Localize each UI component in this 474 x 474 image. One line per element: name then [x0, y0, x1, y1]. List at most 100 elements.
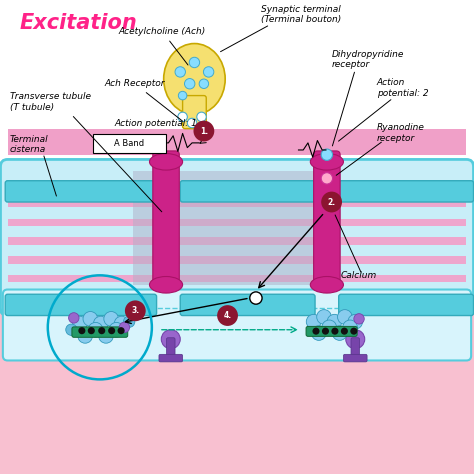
Text: 1.: 1. — [200, 127, 208, 136]
Circle shape — [354, 314, 364, 324]
FancyBboxPatch shape — [344, 355, 367, 362]
Circle shape — [123, 316, 135, 328]
Circle shape — [78, 327, 85, 334]
FancyBboxPatch shape — [339, 181, 474, 202]
Circle shape — [175, 67, 185, 77]
Circle shape — [331, 328, 338, 335]
Circle shape — [321, 191, 342, 212]
FancyBboxPatch shape — [153, 151, 179, 289]
FancyBboxPatch shape — [133, 171, 341, 285]
Text: Action
potential: 2: Action potential: 2 — [376, 78, 428, 98]
Circle shape — [327, 314, 342, 329]
Circle shape — [83, 311, 98, 326]
Circle shape — [88, 327, 95, 334]
FancyBboxPatch shape — [351, 338, 359, 359]
FancyBboxPatch shape — [8, 237, 466, 245]
Text: 3.: 3. — [131, 306, 139, 315]
Circle shape — [99, 328, 113, 343]
FancyBboxPatch shape — [72, 327, 128, 337]
Text: Calcium: Calcium — [341, 271, 377, 280]
FancyBboxPatch shape — [0, 159, 474, 316]
Circle shape — [250, 292, 262, 304]
Circle shape — [125, 301, 146, 321]
Text: Synaptic terminal
(Terminal bouton): Synaptic terminal (Terminal bouton) — [261, 5, 341, 24]
FancyBboxPatch shape — [8, 256, 466, 264]
Circle shape — [118, 327, 125, 334]
FancyBboxPatch shape — [8, 275, 466, 283]
Circle shape — [119, 322, 129, 333]
Circle shape — [184, 79, 195, 89]
Circle shape — [78, 328, 92, 343]
Text: Ryanodine
receptor: Ryanodine receptor — [376, 123, 424, 143]
Ellipse shape — [149, 154, 182, 170]
Circle shape — [341, 328, 348, 335]
Circle shape — [93, 316, 108, 331]
FancyBboxPatch shape — [339, 294, 474, 316]
Ellipse shape — [310, 154, 344, 170]
Circle shape — [104, 311, 118, 326]
Text: Action potential: 1: Action potential: 1 — [114, 119, 197, 128]
Circle shape — [73, 316, 87, 331]
Circle shape — [337, 310, 352, 324]
FancyBboxPatch shape — [8, 181, 466, 188]
FancyBboxPatch shape — [180, 181, 315, 202]
FancyBboxPatch shape — [93, 134, 165, 153]
Circle shape — [187, 118, 197, 128]
Circle shape — [69, 313, 79, 323]
Circle shape — [178, 91, 187, 100]
Circle shape — [114, 316, 129, 331]
Text: Terminal
cisterna: Terminal cisterna — [10, 135, 48, 155]
Text: Transverse tubule
(T tubule): Transverse tubule (T tubule) — [10, 92, 91, 112]
Circle shape — [312, 328, 319, 335]
FancyBboxPatch shape — [306, 327, 357, 337]
Circle shape — [343, 320, 357, 335]
Circle shape — [197, 112, 206, 122]
Circle shape — [317, 310, 331, 324]
FancyBboxPatch shape — [159, 355, 182, 362]
FancyBboxPatch shape — [3, 290, 471, 360]
FancyBboxPatch shape — [314, 151, 340, 289]
FancyBboxPatch shape — [182, 96, 206, 129]
Circle shape — [322, 320, 337, 335]
Ellipse shape — [149, 276, 182, 293]
Circle shape — [193, 121, 214, 141]
Circle shape — [161, 330, 180, 349]
Circle shape — [321, 173, 333, 184]
Circle shape — [346, 330, 365, 349]
FancyBboxPatch shape — [0, 1, 474, 166]
Circle shape — [332, 326, 347, 340]
Text: 2.: 2. — [328, 198, 336, 207]
Text: Excitation: Excitation — [19, 13, 137, 33]
FancyBboxPatch shape — [8, 129, 466, 155]
Circle shape — [306, 314, 321, 329]
Circle shape — [98, 327, 105, 334]
Circle shape — [178, 112, 187, 122]
Circle shape — [322, 328, 329, 335]
Circle shape — [189, 57, 200, 68]
Circle shape — [108, 327, 115, 334]
FancyBboxPatch shape — [5, 294, 156, 316]
Text: A Band: A Band — [114, 139, 144, 148]
Circle shape — [311, 326, 326, 340]
Circle shape — [350, 328, 357, 335]
Circle shape — [199, 79, 209, 89]
Ellipse shape — [164, 44, 225, 115]
Circle shape — [348, 314, 363, 329]
FancyBboxPatch shape — [8, 200, 466, 207]
FancyBboxPatch shape — [0, 166, 474, 474]
Circle shape — [88, 322, 103, 337]
Text: Dihydropyridine
receptor: Dihydropyridine receptor — [332, 50, 404, 69]
Text: Acetylcholine (Ach): Acetylcholine (Ach) — [119, 27, 206, 65]
Circle shape — [203, 67, 214, 77]
FancyBboxPatch shape — [5, 181, 156, 202]
Text: Ach Receptor: Ach Receptor — [105, 79, 183, 121]
Text: 4.: 4. — [223, 311, 232, 320]
FancyBboxPatch shape — [8, 219, 466, 226]
FancyBboxPatch shape — [166, 338, 175, 359]
Circle shape — [109, 322, 124, 337]
Ellipse shape — [310, 276, 344, 293]
FancyBboxPatch shape — [180, 294, 315, 316]
Circle shape — [217, 305, 238, 326]
Circle shape — [66, 324, 77, 336]
Circle shape — [321, 149, 333, 160]
